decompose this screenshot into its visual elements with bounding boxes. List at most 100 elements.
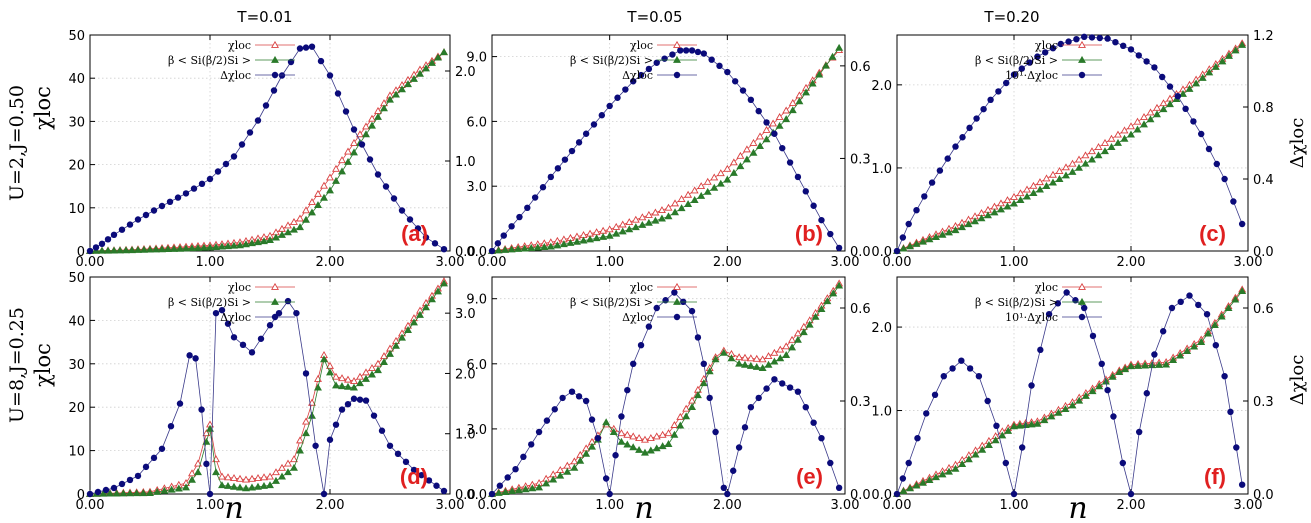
data-point [1081,304,1088,312]
data-point [637,342,645,349]
data-point [1018,65,1025,72]
series-line [491,47,840,252]
data-point [182,244,190,252]
data-point [1168,304,1176,312]
data-point [158,245,166,253]
data-point [1134,361,1142,369]
legend-marker [1078,297,1086,305]
data-point [260,481,268,489]
data-point [167,485,176,493]
data-point [362,130,370,138]
data-point [528,441,535,448]
data-point [606,102,613,110]
y-tick-label-left: 50 [68,29,85,44]
data-point [676,421,685,429]
series-line [89,300,445,495]
data-point [1140,120,1148,128]
legend-marker [271,282,279,290]
series-line [896,42,1243,252]
data-point [260,473,268,481]
data-point [1169,356,1178,363]
data-point [769,119,778,127]
column-title-3: T=0.20 [983,8,1039,26]
data-point [1204,329,1213,337]
data-point [1151,64,1158,71]
data-point [386,442,394,449]
x-tick-label: 1.00 [595,255,624,270]
data-point [293,309,300,317]
data-point [86,247,94,255]
data-point [278,472,286,480]
data-point [242,484,250,492]
data-point [1072,297,1079,304]
data-point [164,245,172,253]
data-point [290,225,298,233]
data-point [1104,386,1111,394]
data-point [638,213,647,221]
data-point [139,489,148,497]
data-point [266,472,274,480]
data-point [1114,130,1122,138]
x-tick-label: 3.00 [1234,498,1263,513]
data-point [350,377,358,385]
data-point [284,297,292,305]
data-point [669,51,676,58]
data-point [952,143,959,150]
data-point [625,225,634,233]
data-point [652,444,661,452]
data-point [763,385,770,392]
data-point [366,156,374,163]
data-point [995,88,1002,95]
data-point [990,202,999,210]
data-point [1042,174,1051,182]
data-point [964,455,973,463]
data-point [1045,311,1053,318]
data-point [1081,159,1090,167]
data-point [362,122,370,130]
y-axis-label-left-row2: χloc [31,343,55,387]
data-point [1016,196,1025,203]
data-point [566,238,575,246]
data-point [182,190,190,197]
data-point [568,147,576,155]
data-point [651,216,660,224]
data-point [618,220,627,228]
data-point [810,419,817,426]
data-point [727,354,736,362]
data-point [275,309,283,317]
data-point [1089,332,1097,340]
data-point [380,104,388,112]
data-point [582,130,590,137]
data-point [1088,387,1097,395]
series-2 [86,279,448,497]
data-point [1143,390,1150,397]
data-point [712,428,719,436]
data-point [224,320,232,327]
data-point [242,240,250,248]
panel-c: 0.00 1.00 2.00 3.000.01.02.00.00.40.81.2χlo… [871,29,1273,270]
data-point [1121,365,1130,373]
data-point [116,246,124,254]
data-point [174,484,183,492]
data-point [1182,105,1189,113]
data-point [254,482,262,490]
data-point [496,482,504,489]
data-point [434,53,442,61]
series-line [896,44,1243,252]
data-point [332,176,340,184]
series-1 [86,48,448,254]
data-point [925,235,934,243]
data-point [382,183,390,190]
data-point [167,422,175,430]
data-point [198,406,205,413]
data-point [150,207,158,214]
y-tick-label-right: 0.3 [1253,395,1274,410]
data-point [932,233,940,241]
data-point [374,112,382,120]
data-point [170,244,178,252]
data-point [677,47,684,54]
data-point [126,221,134,228]
data-point [779,380,786,387]
data-point [368,370,376,378]
data-point [338,382,346,390]
